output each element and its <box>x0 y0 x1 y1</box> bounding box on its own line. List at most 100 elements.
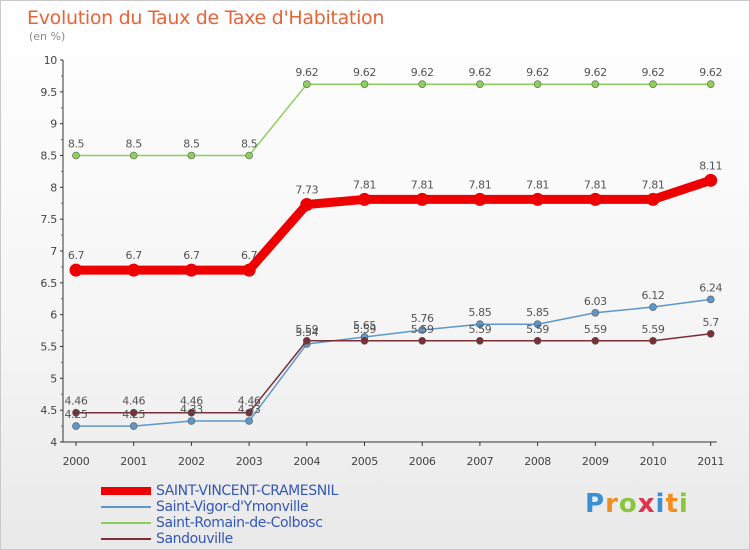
legend-label: Saint-Vigor-d'Ymonville <box>156 499 309 515</box>
data-label: 9.62 <box>353 66 376 79</box>
y-tick-label: 6.5 <box>40 277 57 290</box>
data-label: 9.62 <box>526 66 549 79</box>
data-label: 7.73 <box>295 184 318 197</box>
data-point <box>302 80 311 88</box>
data-point <box>72 422 80 430</box>
data-label: 5.65 <box>353 319 376 332</box>
data-label: 4.46 <box>238 395 261 408</box>
legend-item: SAINT-VINCENT-CRAMESNIL <box>101 483 338 499</box>
legend-label: Saint-Romain-de-Colbosc <box>156 515 323 531</box>
x-tick-label: 2002 <box>178 455 205 468</box>
data-point <box>129 422 138 430</box>
data-point <box>706 80 715 88</box>
data-point <box>129 408 138 417</box>
data-label: 6.12 <box>642 289 665 302</box>
data-label: 9.62 <box>468 66 491 79</box>
data-point <box>476 80 484 88</box>
y-tick-label: 7 <box>50 245 57 258</box>
data-label: 4.33 <box>238 403 261 416</box>
data-point <box>533 336 542 345</box>
data-point <box>418 336 427 345</box>
legend-swatch <box>101 538 151 540</box>
data-label: 7.81 <box>468 178 491 191</box>
y-tick-label: 7.5 <box>40 213 57 226</box>
data-label: 4.25 <box>65 408 88 421</box>
x-tick-label: 2000 <box>63 455 90 468</box>
proxiti-logo: Proxiti <box>585 489 689 519</box>
data-label: 5.59 <box>584 323 607 336</box>
data-label-layer: 6.7 6.7 6.7 6.7 7.73 7.81 7.81 7.81 7.81 7.81 7.81… <box>65 66 723 421</box>
data-point <box>415 192 429 206</box>
data-point <box>649 336 657 345</box>
logo-letter: i <box>678 489 689 519</box>
data-label: 8.11 <box>699 159 722 172</box>
series-layer <box>69 80 718 430</box>
x-tick-label: 2010 <box>640 455 667 468</box>
data-label: 5.85 <box>526 306 549 319</box>
data-label: 6.7 <box>183 249 200 262</box>
legend-label: SAINT-VINCENT-CRAMESNIL <box>156 483 338 499</box>
data-point <box>245 151 253 160</box>
data-label: 9.62 <box>642 66 665 79</box>
y-tick-label: 10 <box>44 54 58 67</box>
data-point <box>72 408 80 417</box>
logo-letter: r <box>605 489 619 519</box>
legend-swatch <box>101 522 151 524</box>
data-point <box>588 192 602 206</box>
x-tick-label: 2004 <box>293 455 320 468</box>
data-point <box>302 336 311 345</box>
y-tick-label: 9 <box>50 118 57 131</box>
data-label: 4.46 <box>122 395 145 408</box>
data-point <box>360 336 369 345</box>
data-label: 5.59 <box>411 323 434 336</box>
data-label: 5.85 <box>468 306 491 319</box>
data-label: 9.62 <box>584 66 607 79</box>
data-label: 9.62 <box>295 66 318 79</box>
data-point <box>187 417 196 425</box>
x-tick-label: 2008 <box>524 455 551 468</box>
data-label: 4.46 <box>65 395 88 408</box>
y-tick-label: 6 <box>50 309 57 322</box>
data-label: 6.24 <box>699 281 722 294</box>
data-label: 4.25 <box>122 408 145 421</box>
data-point <box>242 263 256 277</box>
legend-label: Sandouville <box>156 531 233 547</box>
chart-title: Evolution du Taux de Taxe d'Habitation <box>27 7 385 29</box>
data-point <box>127 263 141 277</box>
data-label: 8.5 <box>126 138 143 151</box>
data-point <box>473 192 487 206</box>
data-label: 7.81 <box>526 178 549 191</box>
y-tick-label: 4 <box>50 436 57 449</box>
data-point <box>646 192 660 206</box>
data-point <box>129 151 138 160</box>
y-tick-label: 5 <box>50 372 57 385</box>
legend-swatch <box>101 487 151 495</box>
legend-item: Saint-Vigor-d'Ymonville <box>101 499 338 515</box>
data-label: 8.5 <box>68 138 85 151</box>
data-point <box>533 80 542 88</box>
data-label: 5.59 <box>295 323 318 336</box>
data-point <box>649 303 657 311</box>
data-label: 9.62 <box>411 66 434 79</box>
data-point <box>69 263 83 277</box>
data-point <box>704 173 718 187</box>
data-label: 5.54 <box>295 326 318 339</box>
data-label: 6.7 <box>68 249 85 262</box>
data-label: 5.59 <box>526 323 549 336</box>
legend-swatch <box>101 506 151 508</box>
data-point <box>418 326 427 334</box>
data-point <box>184 263 198 277</box>
x-tick-label: 2011 <box>697 455 724 468</box>
y-tick-label: 5.5 <box>40 341 57 354</box>
data-label: 7.81 <box>642 178 665 191</box>
data-label: 5.76 <box>411 312 434 325</box>
logo-letter: t <box>665 489 679 519</box>
data-point <box>476 336 484 345</box>
data-point <box>533 320 542 329</box>
data-point <box>531 192 545 206</box>
logo-letter: x <box>637 489 656 519</box>
legend-item: Saint-Romain-de-Colbosc <box>101 515 338 531</box>
data-point <box>245 408 253 417</box>
